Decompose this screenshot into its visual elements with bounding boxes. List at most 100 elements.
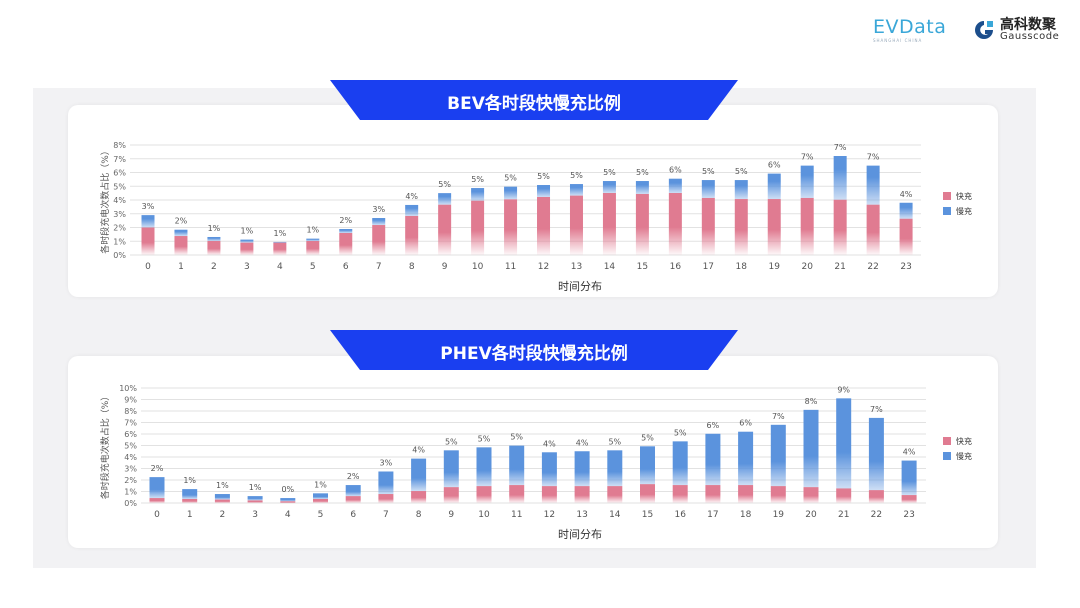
data-label: 2% [151, 464, 164, 473]
legend-label: 快充 [956, 191, 972, 201]
x-tick-label: 7 [376, 262, 382, 272]
bar-fast-21 [836, 488, 852, 503]
data-label: 6% [707, 421, 720, 430]
x-tick-label: 16 [670, 262, 682, 272]
bar-slow-7 [372, 218, 386, 226]
bar-fast-10 [471, 200, 485, 255]
bar-fast-12 [541, 486, 557, 503]
bar-fast-10 [476, 486, 492, 503]
bar-slow-10 [471, 188, 485, 201]
data-label: 4% [412, 446, 425, 455]
bar-slow-13 [569, 184, 583, 196]
bar-fast-0 [149, 498, 165, 503]
gausscode-logo-cn: 高科数聚 [1000, 17, 1056, 33]
data-label: 5% [608, 437, 621, 446]
bar-fast-23 [899, 218, 913, 255]
data-label: 1% [208, 224, 221, 233]
data-label: 7% [772, 412, 785, 421]
bar-fast-3 [240, 242, 254, 255]
x-tick-label: 23 [903, 510, 914, 520]
x-tick-label: 4 [285, 510, 291, 520]
data-label: 7% [870, 405, 883, 414]
x-tick-label: 5 [310, 262, 316, 272]
bar-slow-8 [405, 204, 419, 216]
data-label: 1% [241, 227, 254, 236]
bar-fast-0 [141, 227, 155, 255]
x-tick-label: 10 [472, 262, 484, 272]
bar-fast-5 [313, 498, 328, 503]
data-label: 8% [805, 397, 818, 406]
bar-fast-11 [509, 485, 525, 503]
bar-fast-16 [672, 485, 688, 503]
x-tick-label: 20 [805, 510, 817, 520]
bar-fast-6 [345, 496, 361, 503]
x-tick-label: 11 [505, 262, 516, 272]
data-label: 1% [249, 483, 262, 492]
data-label: 5% [537, 172, 550, 181]
bar-slow-4 [273, 241, 287, 243]
data-label: 1% [216, 481, 229, 490]
bev-chart-card: 0% 1% 2% 3% 4% 5% 6% 7% 8% 各时段充电次数占比（%） 3% 0 2% 1 1% 2 1… [68, 105, 998, 297]
bar-fast-2 [214, 499, 230, 503]
data-label: 5% [510, 433, 523, 442]
bar-fast-11 [504, 199, 518, 255]
bar-fast-13 [569, 195, 583, 255]
bar-fast-15 [635, 193, 649, 255]
bar-fast-7 [372, 225, 386, 255]
bar-slow-23 [901, 460, 917, 496]
data-label: 4% [576, 438, 589, 447]
bar-slow-2 [214, 494, 230, 500]
y-tick-label: 7% [113, 155, 126, 164]
bar-slow-17 [705, 433, 721, 486]
bev-chart-title: BEV各时段快慢充比例 [447, 94, 621, 114]
bar-slow-21 [836, 398, 852, 489]
y-axis-label: 各时段充电次数占比（%） [99, 392, 111, 500]
bar-slow-20 [803, 409, 819, 488]
bar-slow-11 [504, 186, 518, 200]
phev-chart-title: PHEV各时段快慢充比例 [440, 344, 628, 364]
bar-slow-0 [141, 215, 155, 228]
x-axis-label: 时间分布 [558, 528, 602, 541]
bar-slow-16 [672, 441, 688, 486]
x-tick-label: 16 [674, 510, 686, 520]
x-tick-label: 4 [277, 262, 283, 272]
x-tick-label: 23 [900, 262, 911, 272]
data-label: 5% [478, 434, 491, 443]
legend-label: 快充 [956, 436, 972, 446]
y-tick-label: 1% [113, 237, 126, 246]
bar-fast-5 [306, 240, 320, 255]
bar-fast-12 [537, 196, 551, 255]
data-label: 7% [867, 153, 880, 162]
bar-slow-22 [868, 417, 884, 491]
bar-slow-10 [476, 447, 492, 487]
x-tick-label: 3 [252, 510, 258, 520]
x-tick-label: 12 [544, 510, 555, 520]
bar-slow-9 [438, 193, 452, 205]
data-label: 5% [504, 174, 517, 183]
bar-fast-19 [770, 486, 786, 503]
bar-fast-20 [800, 197, 814, 255]
bar-slow-22 [866, 165, 880, 205]
bar-slow-18 [738, 431, 754, 486]
bar-fast-8 [411, 491, 427, 503]
bar-fast-22 [868, 490, 884, 503]
x-tick-label: 19 [773, 510, 785, 520]
data-label: 4% [900, 190, 913, 199]
bar-slow-9 [443, 450, 459, 488]
x-tick-label: 13 [576, 510, 587, 520]
x-tick-label: 7 [383, 510, 389, 520]
bar-fast-15 [640, 484, 655, 503]
x-tick-label: 15 [642, 510, 653, 520]
data-label: 6% [768, 161, 781, 170]
phev-chart: 0%1%2%3%4%5%6%7%8%9%10%各时段充电次数占比（%） 2%01%… [99, 384, 972, 541]
bar-fast-22 [866, 204, 880, 255]
data-label: 6% [739, 419, 752, 428]
x-tick-label: 6 [343, 262, 349, 272]
bar-fast-4 [280, 501, 296, 503]
legend-swatch-slow [943, 452, 951, 460]
bar-fast-13 [574, 486, 590, 503]
bar-slow-12 [537, 185, 551, 197]
bar-slow-13 [574, 451, 590, 487]
x-tick-label: 18 [736, 262, 748, 272]
